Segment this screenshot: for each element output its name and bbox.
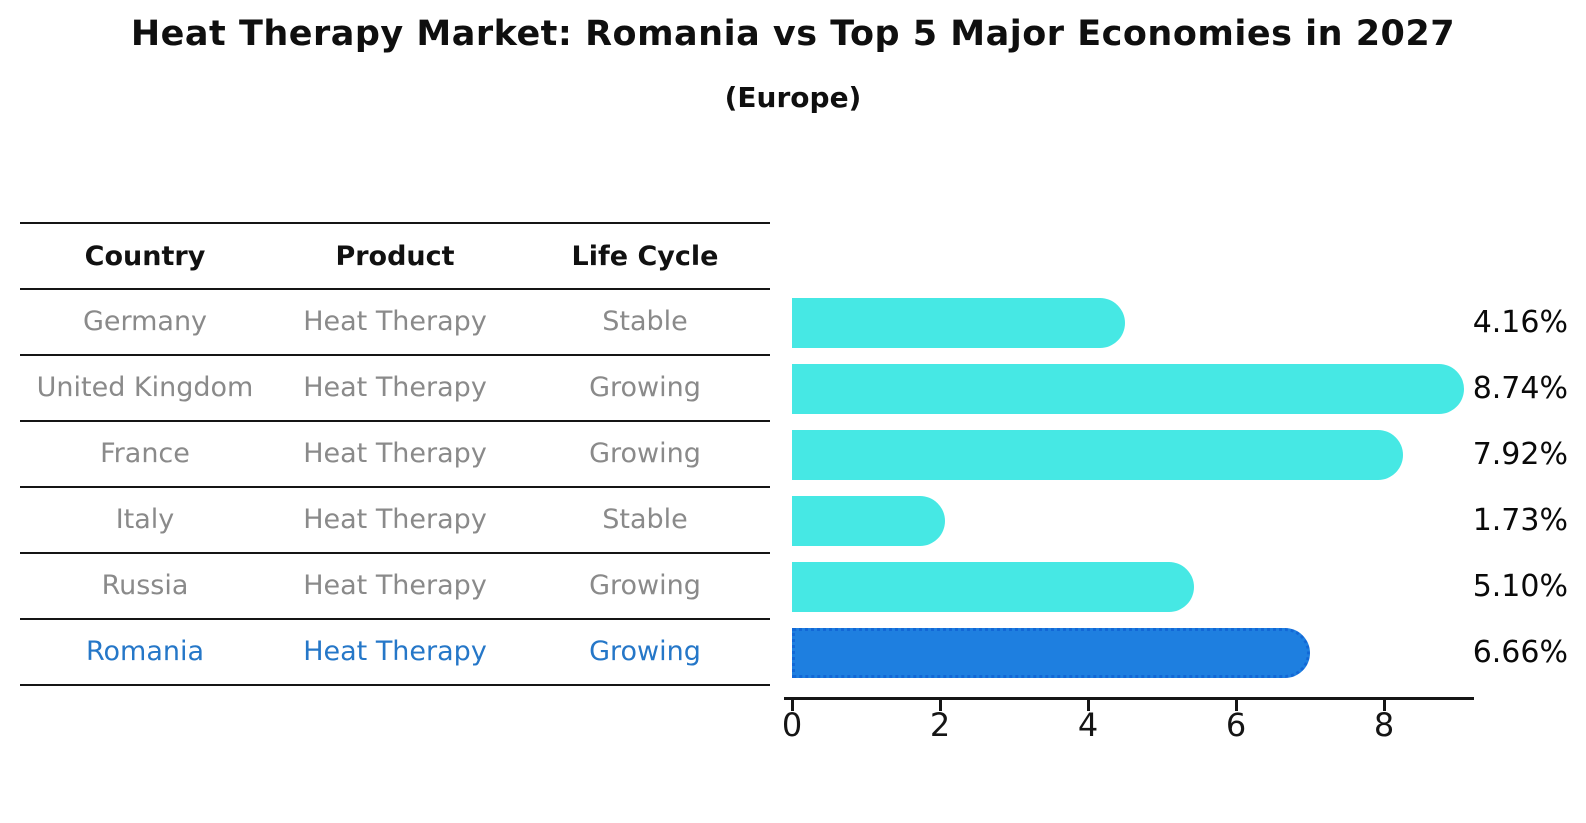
x-tick-mark [938, 700, 942, 711]
cell-lifecycle: Growing [589, 438, 701, 469]
value-label: 7.92% [1472, 437, 1568, 472]
bar-germany [792, 298, 1125, 348]
cell-product: Heat Therapy [303, 306, 487, 337]
cell-lifecycle: Stable [602, 504, 688, 535]
value-label: 6.66% [1472, 635, 1568, 670]
bar-row [792, 290, 1492, 356]
col-header-country: Country [84, 241, 206, 272]
x-tick-mark [1382, 700, 1386, 711]
bar-italy [792, 496, 945, 546]
x-axis-line [784, 697, 1474, 700]
cell-country: Romania [85, 636, 205, 667]
bar-row [792, 356, 1492, 422]
cell-country: Germany [82, 306, 208, 337]
page-subtitle: (Europe) [724, 81, 862, 114]
cell-lifecycle: Stable [602, 306, 688, 337]
cell-lifecycle: Growing [589, 372, 701, 403]
cell-product: Heat Therapy [303, 504, 487, 535]
cell-country: United Kingdom [36, 372, 254, 403]
table-row: Italy Heat Therapy Stable [20, 488, 770, 554]
value-label: 4.16% [1472, 305, 1568, 340]
table-row: Russia Heat Therapy Growing [20, 554, 770, 620]
x-tick-mark [1234, 700, 1238, 711]
cell-lifecycle: Growing [589, 636, 701, 667]
table-row: Germany Heat Therapy Stable [20, 290, 770, 356]
cell-country: France [100, 438, 190, 469]
value-label: 8.74% [1472, 371, 1568, 406]
cell-country: Italy [115, 504, 175, 535]
x-tick-label: 2 [929, 706, 951, 744]
x-tick-mark [1086, 700, 1090, 711]
x-tick-mark [790, 700, 794, 711]
bar-russia [792, 562, 1194, 612]
x-tick-label: 4 [1077, 706, 1099, 744]
x-tick-label: 6 [1225, 706, 1247, 744]
cell-product: Heat Therapy [303, 636, 487, 667]
value-label-column: 4.16% 8.74% 7.92% 1.73% 5.10% 6.66% [1408, 290, 1568, 686]
col-header-product: Product [335, 241, 455, 272]
value-label: 1.73% [1472, 503, 1568, 538]
table-row: France Heat Therapy Growing [20, 422, 770, 488]
bar-row [792, 620, 1492, 686]
table-row: United Kingdom Heat Therapy Growing [20, 356, 770, 422]
value-label: 5.10% [1472, 569, 1568, 604]
bar-united-kingdom [792, 364, 1464, 414]
cell-lifecycle: Growing [589, 570, 701, 601]
cell-country: Russia [101, 570, 189, 601]
bar-romania-highlighted [792, 628, 1310, 678]
table-header-row: Country Product Life Cycle [20, 224, 770, 290]
bar-france [792, 430, 1403, 480]
x-tick-label: 8 [1373, 706, 1395, 744]
bar-row [792, 488, 1492, 554]
country-table: Country Product Life Cycle Germany Heat … [20, 222, 770, 686]
bar-chart-area [792, 290, 1492, 686]
cell-product: Heat Therapy [303, 438, 487, 469]
col-header-lifecycle: Life Cycle [571, 241, 719, 272]
cell-product: Heat Therapy [303, 372, 487, 403]
cell-product: Heat Therapy [303, 570, 487, 601]
x-tick-label: 0 [781, 706, 803, 744]
table-row-romania-highlighted: Romania Heat Therapy Growing [20, 620, 770, 686]
page-title: Heat Therapy Market: Romania vs Top 5 Ma… [130, 14, 1456, 54]
bar-row [792, 554, 1492, 620]
bar-row [792, 422, 1492, 488]
